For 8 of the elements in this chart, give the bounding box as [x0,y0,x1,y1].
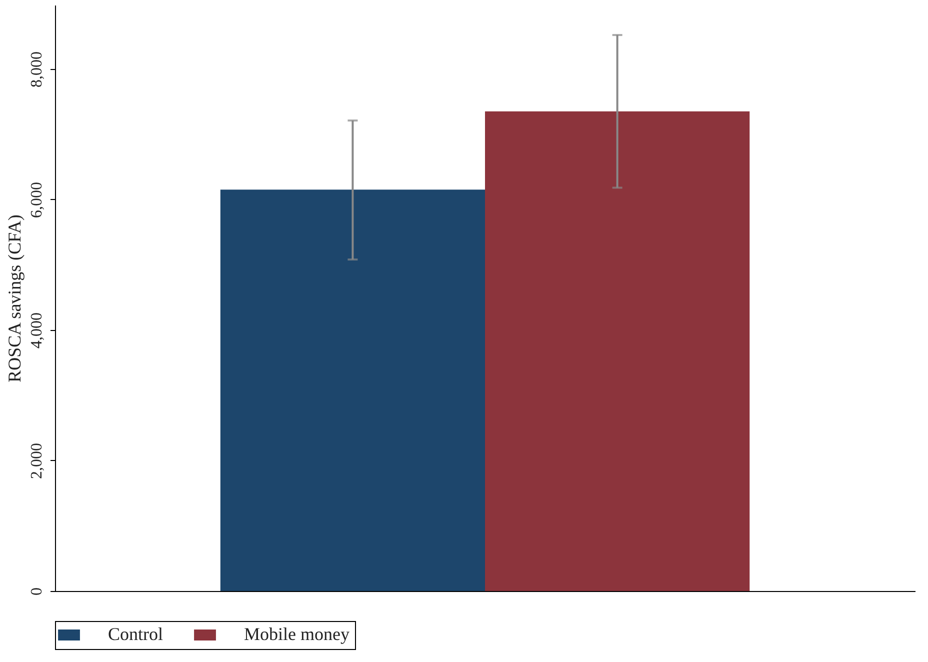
y-tick-label: 0 [28,588,46,596]
legend-label: Control [108,624,164,644]
y-tick-label: 8,000 [28,51,46,88]
y-tick-label: 6,000 [28,182,46,218]
legend-label: Mobile money [244,624,350,644]
y-axis-title: ROSCA savings (CFA) [4,214,24,382]
y-tick-label: 2,000 [28,442,46,479]
y-tick-label: 4,000 [28,312,46,348]
